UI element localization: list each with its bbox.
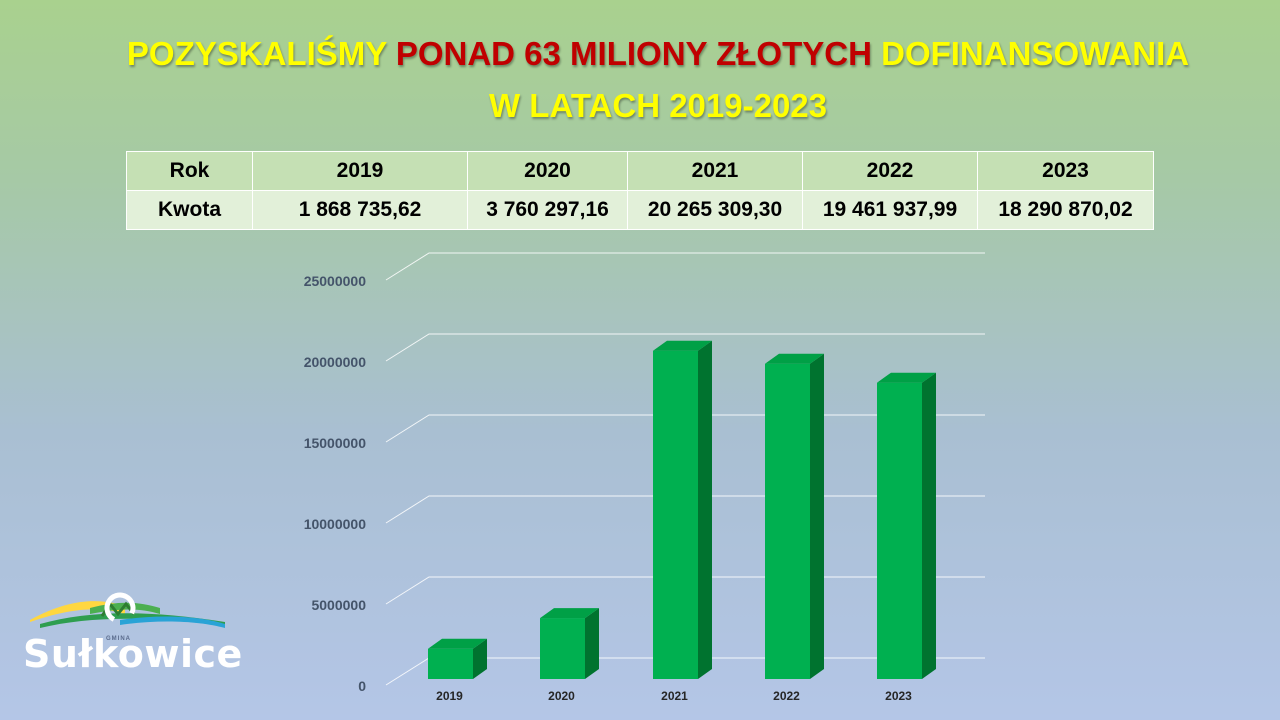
bar-front xyxy=(428,648,473,679)
logo-name: Sułkowice xyxy=(23,632,243,676)
x-tick-label: 2019 xyxy=(436,689,463,703)
title-part-3: DOFINANSOWANIA xyxy=(871,35,1190,72)
bar-top xyxy=(653,340,712,351)
bar-front xyxy=(765,363,810,679)
table-cell-amount: 1 868 735,62 xyxy=(252,190,468,230)
title-line-1: POZYSKALIŚMY PONAD 63 MILIONY ZŁOTYCH DO… xyxy=(0,28,1280,80)
x-tick-label: 2023 xyxy=(885,689,912,703)
x-tick-label: 2022 xyxy=(773,689,800,703)
table-header-label: Rok xyxy=(126,151,253,191)
table-row-years: Rok 2019 2020 2021 2022 2023 xyxy=(126,151,1154,191)
y-tick-label: 25000000 xyxy=(304,273,367,289)
table-cell-year: 2021 xyxy=(627,151,803,191)
page-title: POZYSKALIŚMY PONAD 63 MILIONY ZŁOTYCH DO… xyxy=(0,28,1280,132)
table-cell-amount: 20 265 309,30 xyxy=(627,190,803,230)
title-part-2: PONAD 63 MILIONY ZŁOTYCH xyxy=(395,35,872,72)
table-cell-year: 2022 xyxy=(802,151,978,191)
gridline xyxy=(385,333,985,362)
bar-side xyxy=(473,638,487,679)
bar-2019 xyxy=(428,638,487,679)
x-tick-label: 2020 xyxy=(548,689,575,703)
x-tick-label: 2021 xyxy=(661,689,688,703)
table-row-label: Kwota xyxy=(126,190,253,230)
sulkowice-logo-graphic xyxy=(30,592,225,628)
bar-top xyxy=(877,372,936,383)
table-cell-year: 2023 xyxy=(977,151,1154,191)
title-part-1: POZYSKALIŚMY xyxy=(126,35,396,72)
bar-front xyxy=(877,382,922,679)
table-cell-amount: 18 290 870,02 xyxy=(977,190,1154,230)
title-line-2: W LATACH 2019-2023 xyxy=(488,87,828,124)
funding-table: Rok 2019 2020 2021 2022 2023 Kwota 1 868… xyxy=(126,151,1154,230)
table-cell-amount: 3 760 297,16 xyxy=(467,190,628,230)
table-cell-amount: 19 461 937,99 xyxy=(802,190,978,230)
bar-front xyxy=(653,350,698,679)
y-tick-label: 5000000 xyxy=(311,597,366,613)
y-tick-label: 10000000 xyxy=(304,516,367,532)
bar-side xyxy=(810,353,824,679)
bar-top xyxy=(428,638,487,649)
bar-top xyxy=(765,353,824,364)
logo-subtitle: GMINA xyxy=(106,636,131,642)
y-tick-label: 20000000 xyxy=(304,354,367,370)
bar-top xyxy=(540,608,599,619)
gridline xyxy=(385,252,985,281)
table-row-amounts: Kwota 1 868 735,62 3 760 297,16 20 265 3… xyxy=(126,190,1154,230)
bar-2021 xyxy=(653,340,712,679)
y-tick-label: 15000000 xyxy=(304,435,367,451)
bar-side xyxy=(922,372,936,679)
bar-2023 xyxy=(877,372,936,679)
table-cell-year: 2020 xyxy=(467,151,628,191)
bar-2022 xyxy=(765,353,824,679)
bar-side xyxy=(698,340,712,679)
y-tick-label: 0 xyxy=(358,678,366,694)
bar-side xyxy=(585,608,599,679)
bar-front xyxy=(540,618,585,679)
bar-2020 xyxy=(540,608,599,679)
table-cell-year: 2019 xyxy=(252,151,468,191)
